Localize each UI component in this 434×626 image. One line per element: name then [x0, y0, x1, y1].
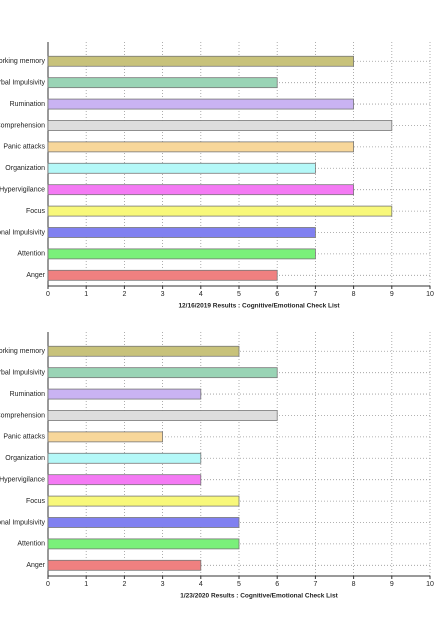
x-tick-label: 10 — [426, 581, 434, 588]
x-tick-label: 5 — [237, 291, 241, 298]
bar — [47, 388, 202, 400]
bar — [47, 431, 163, 443]
bar — [47, 452, 202, 464]
y-tick-label: onal Impulsivity — [0, 229, 45, 236]
y-tick-label: Hypervigilance — [0, 187, 45, 194]
x-tick-label: 9 — [390, 581, 394, 588]
bar — [47, 227, 316, 238]
x-tick-label: 2 — [122, 581, 126, 588]
bar — [47, 367, 278, 379]
bar — [47, 184, 355, 196]
y-tick-label: orking memory — [0, 58, 45, 65]
x-tick-label: 3 — [161, 581, 165, 588]
bar — [47, 98, 355, 110]
x-tick-label: 6 — [275, 291, 279, 298]
y-tick-label: Comprehension — [0, 412, 45, 419]
x-tick-label: 5 — [237, 581, 241, 588]
y-tick-label: onal Impulsivity — [0, 519, 45, 526]
y-tick-label: Panic attacks — [3, 144, 45, 151]
x-tick-label: 7 — [313, 581, 317, 588]
x-tick-label: 4 — [199, 291, 203, 298]
bar — [47, 559, 202, 571]
bar — [47, 55, 355, 67]
x-tick-label: 10 — [426, 291, 434, 298]
chart-title: 12/16/2019 Results : Cognitive/Emotional… — [178, 303, 340, 310]
x-tick-label: 0 — [46, 581, 50, 588]
bar — [47, 248, 316, 260]
y-tick-label: Attention — [17, 541, 45, 548]
bar — [47, 474, 202, 486]
y-tick-label: Attention — [17, 251, 45, 258]
y-tick-label: Focus — [26, 498, 46, 505]
y-tick-label: orking memory — [0, 348, 45, 355]
bar — [47, 162, 316, 174]
bar — [47, 517, 240, 528]
y-tick-label: Hypervigilance — [0, 477, 45, 484]
y-tick-label: Anger — [26, 272, 45, 279]
x-tick-label: 3 — [161, 291, 165, 298]
y-tick-label: Rumination — [10, 101, 46, 108]
bar — [47, 120, 393, 131]
chart-title: 1/23/2020 Results : Cognitive/Emotional … — [180, 593, 338, 600]
bar — [47, 410, 278, 421]
x-tick-label: 9 — [390, 291, 394, 298]
y-tick-label: Panic attacks — [3, 434, 45, 441]
x-tick-label: 1 — [84, 291, 88, 298]
y-tick-label: Comprehension — [0, 122, 45, 129]
x-tick-label: 2 — [122, 291, 126, 298]
x-tick-label: 4 — [199, 581, 203, 588]
y-tick-label: Anger — [26, 562, 45, 569]
x-tick-label: 1 — [84, 581, 88, 588]
bar — [47, 538, 240, 550]
x-tick-label: 8 — [352, 581, 356, 588]
y-tick-label: Rumination — [10, 391, 46, 398]
y-tick-label: rbal Impulsivity — [0, 370, 45, 377]
bar — [47, 269, 278, 281]
x-tick-label: 8 — [352, 291, 356, 298]
x-tick-label: 7 — [313, 291, 317, 298]
y-tick-label: rbal Impulsivity — [0, 80, 45, 87]
y-tick-label: Organization — [5, 165, 45, 172]
y-tick-label: Organization — [5, 455, 45, 462]
bar — [47, 345, 240, 357]
bar — [47, 141, 355, 153]
bar — [47, 495, 240, 507]
bar — [47, 77, 278, 89]
x-tick-label: 0 — [46, 291, 50, 298]
bar — [47, 205, 393, 217]
y-tick-label: Focus — [26, 208, 46, 215]
x-tick-label: 6 — [275, 581, 279, 588]
